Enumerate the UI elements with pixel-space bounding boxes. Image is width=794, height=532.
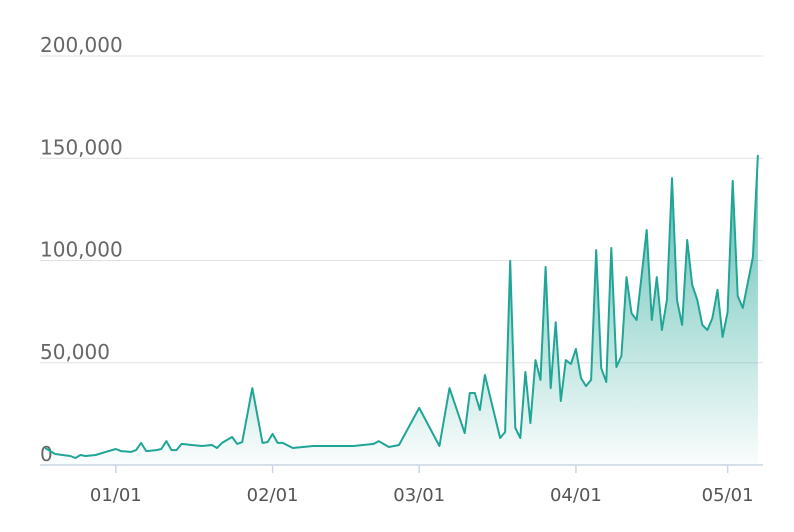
y-tick-label: 150,000 — [40, 135, 123, 159]
x-tick-label: 04/01 — [550, 485, 602, 506]
x-tick-label: 05/01 — [702, 485, 754, 506]
line — [44, 154, 759, 459]
y-tick-label: 100,000 — [40, 238, 123, 262]
x-tick-label: 02/01 — [247, 485, 299, 506]
y-tick-label: 50,000 — [40, 340, 110, 364]
x-tick-label: 01/01 — [90, 485, 142, 506]
y-tick-label: 200,000 — [40, 33, 123, 57]
x-tick-label: 03/01 — [393, 485, 445, 506]
area — [45, 155, 758, 465]
